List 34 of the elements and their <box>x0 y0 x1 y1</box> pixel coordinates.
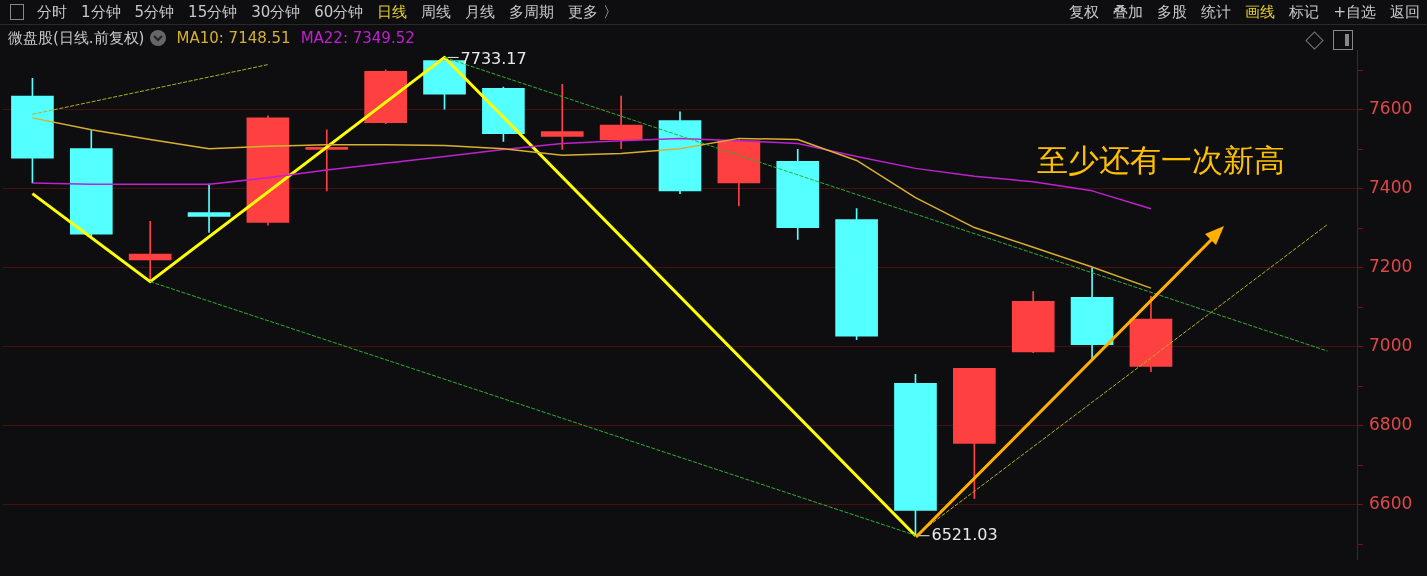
y-tick-label: 6800 <box>1369 414 1413 435</box>
text: MA22: 7349.52 <box>300 29 415 47</box>
candlestick <box>128 220 172 282</box>
y-tick-label: 7200 <box>1369 256 1413 277</box>
annotation: 7733.17 <box>460 48 527 68</box>
y-tick-label: 6600 <box>1369 492 1413 513</box>
text: 画线 <box>1244 2 1277 22</box>
text: 分时 <box>36 2 68 22</box>
text: 日线 <box>376 2 409 22</box>
candlestick <box>540 84 584 150</box>
text: 5分钟 <box>133 2 176 22</box>
text: 多周期 <box>508 2 556 22</box>
text: MA10: 7148.51 <box>176 29 291 47</box>
text: 返回 <box>1389 2 1421 22</box>
text: 月线 <box>464 2 497 22</box>
text: 统计 <box>1200 2 1233 22</box>
chart-title: 微盘股(日线.前复权) <box>8 28 145 48</box>
text: 1分钟 <box>80 2 122 22</box>
text: +自选 <box>1332 2 1377 22</box>
text: 周线 <box>420 2 453 22</box>
y-tick-label: 7000 <box>1369 335 1413 356</box>
text: 60分钟 <box>313 2 365 22</box>
candlestick <box>187 183 231 233</box>
y-tick-label: 7400 <box>1369 177 1413 198</box>
text: 多股 <box>1156 2 1189 22</box>
annotation: 至少还有一次新高 <box>1037 141 1285 180</box>
text: 叠加 <box>1112 2 1145 22</box>
text: 标记 <box>1288 2 1321 22</box>
text: 更多 〉 <box>567 2 620 22</box>
text: 15分钟 <box>187 2 239 22</box>
text: 30分钟 <box>250 2 302 22</box>
text: 复权 <box>1068 2 1101 22</box>
annotation: 6521.03 <box>931 524 998 544</box>
y-tick-label: 7600 <box>1369 98 1413 119</box>
